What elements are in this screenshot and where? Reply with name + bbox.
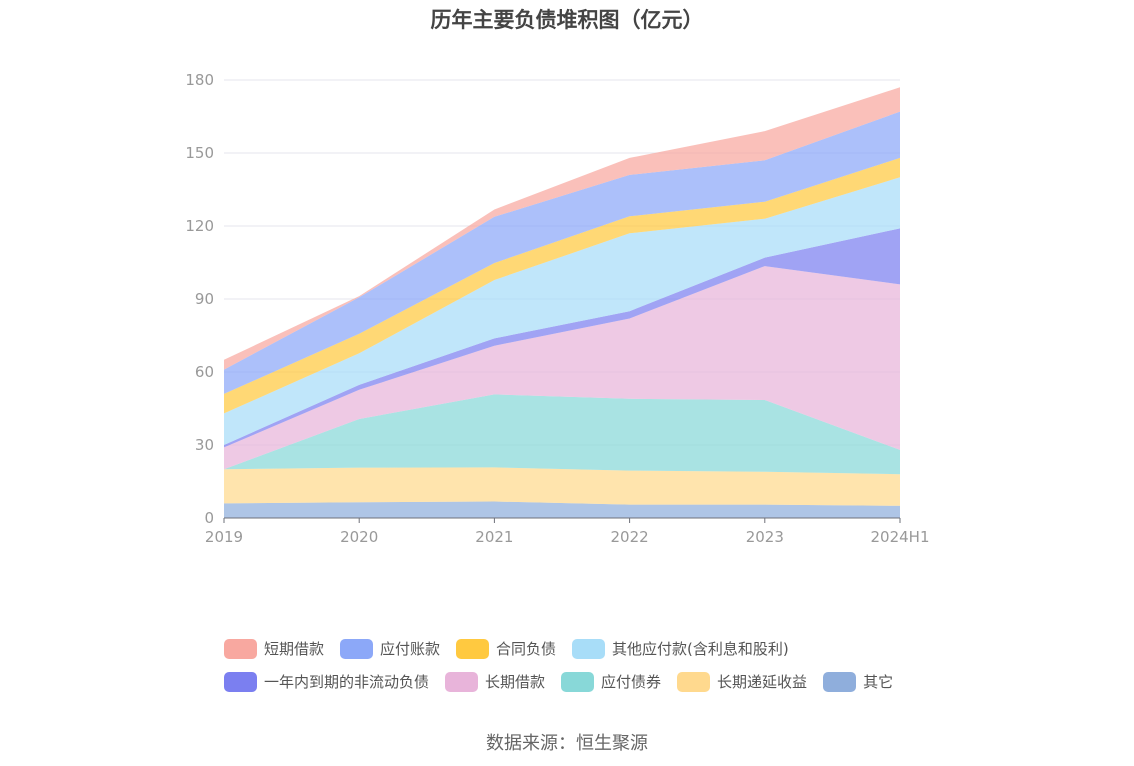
area-series-应付账款 bbox=[224, 111, 900, 394]
x-tick-label: 2024H1 bbox=[871, 528, 930, 546]
legend-swatch bbox=[677, 671, 711, 692]
x-tick-label: 2022 bbox=[611, 528, 649, 546]
area-series-长期借款 bbox=[224, 266, 900, 470]
area-series-应付债券 bbox=[224, 394, 900, 475]
data-source: 数据来源：恒生聚源 bbox=[486, 733, 648, 754]
legend-swatch bbox=[224, 638, 257, 659]
y-tick-label: 120 bbox=[185, 217, 214, 235]
y-tick-label: 90 bbox=[195, 290, 214, 308]
legend-swatch bbox=[445, 671, 479, 692]
legend-swatch bbox=[340, 638, 374, 659]
y-tick-label: 180 bbox=[185, 71, 214, 89]
y-tick-label: 0 bbox=[204, 509, 214, 527]
legend-item-other-payables[interactable]: 其他应付款(含利息和股利) bbox=[572, 638, 789, 659]
legend-item-deferred-income[interactable]: 长期递延收益 bbox=[677, 671, 807, 692]
legend-swatch bbox=[456, 638, 490, 659]
area-series-短期借款 bbox=[224, 87, 900, 370]
legend: 短期借款 应付账款 合同负债 其他应付款(含利息和股利) 一年内到期的非流动负债… bbox=[224, 632, 984, 698]
legend-label: 短期借款 bbox=[264, 640, 325, 658]
legend-item-bonds-payable[interactable]: 应付债券 bbox=[561, 671, 661, 692]
legend-label: 长期递延收益 bbox=[717, 673, 808, 691]
x-tick-label: 2023 bbox=[746, 528, 784, 546]
area-series-一年内到期的非流动负债 bbox=[224, 228, 900, 448]
legend-item-others[interactable]: 其它 bbox=[823, 671, 893, 692]
legend-label: 一年内到期的非流动负债 bbox=[264, 673, 430, 691]
legend-row-2: 一年内到期的非流动负债 长期借款 应付债券 长期递延收益 其它 bbox=[224, 665, 984, 698]
y-tick-label: 60 bbox=[195, 363, 214, 381]
legend-item-accounts-payable[interactable]: 应付账款 bbox=[340, 638, 440, 659]
legend-row-1: 短期借款 应付账款 合同负债 其他应付款(含利息和股利) bbox=[224, 632, 984, 665]
legend-item-short-term-loans[interactable]: 短期借款 bbox=[224, 638, 324, 659]
legend-label: 应付债券 bbox=[601, 673, 662, 691]
area-series-其他应付款(含利息和股利) bbox=[224, 177, 900, 446]
area-series-长期递延收益 bbox=[224, 467, 900, 506]
legend-swatch bbox=[823, 671, 857, 692]
legend-label: 合同负债 bbox=[496, 640, 557, 658]
area-series bbox=[224, 87, 900, 518]
x-tick-label: 2021 bbox=[475, 528, 513, 546]
legend-item-contract-liabilities[interactable]: 合同负债 bbox=[456, 638, 556, 659]
chart-title: 历年主要负债堆积图（亿元） bbox=[430, 8, 704, 32]
legend-swatch bbox=[224, 671, 257, 692]
area-series-其它 bbox=[224, 501, 900, 518]
legend-label: 其它 bbox=[863, 673, 894, 691]
legend-item-current-noncurrent-liabilities[interactable]: 一年内到期的非流动负债 bbox=[224, 671, 429, 692]
area-series-合同负债 bbox=[224, 157, 900, 414]
stacked-area-chart: 0 30 60 90 120 150 180 2019 2020 2021 2022 2023 2024… bbox=[185, 71, 929, 546]
legend-label: 应付账款 bbox=[380, 640, 441, 658]
y-tick-label: 30 bbox=[195, 436, 214, 454]
y-tick-label: 150 bbox=[185, 144, 214, 162]
legend-item-long-term-loans[interactable]: 长期借款 bbox=[445, 671, 545, 692]
legend-label: 长期借款 bbox=[485, 673, 546, 691]
x-tick-label: 2020 bbox=[340, 528, 378, 546]
legend-swatch bbox=[561, 671, 595, 692]
legend-label: 其他应付款(含利息和股利) bbox=[612, 640, 789, 658]
legend-swatch bbox=[572, 638, 606, 659]
x-tick-label: 2019 bbox=[205, 528, 243, 546]
axes: 0 30 60 90 120 150 180 2019 2020 2021 2022 2023 2024… bbox=[185, 71, 929, 546]
